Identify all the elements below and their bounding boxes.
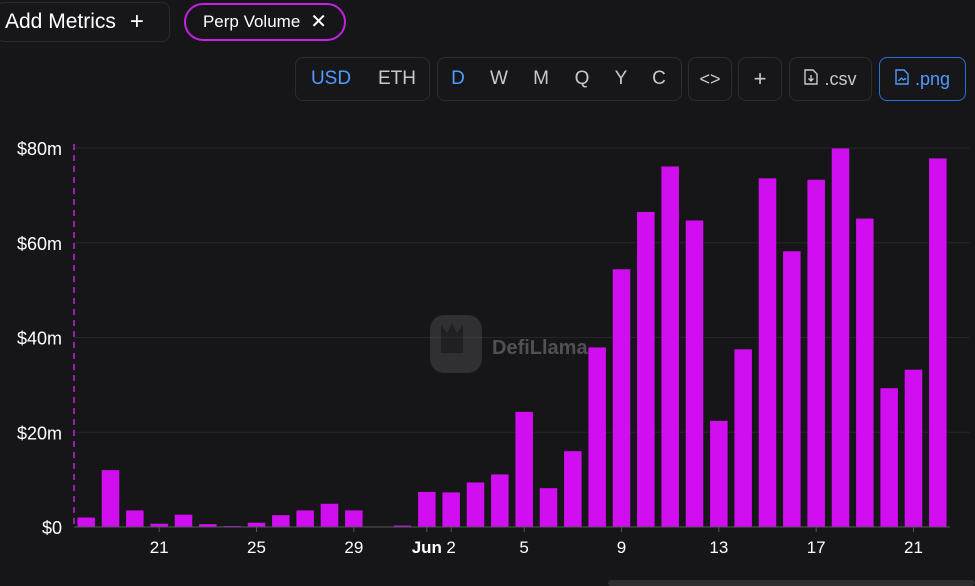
bar[interactable] (685, 220, 704, 527)
x-tick-label: 29 (344, 538, 363, 557)
currency-eth-button[interactable]: ETH (378, 68, 416, 89)
close-icon[interactable]: ✕ (310, 11, 328, 33)
embed-button[interactable]: <> (688, 57, 732, 101)
bar[interactable] (612, 269, 631, 527)
bar[interactable] (320, 503, 339, 527)
bar[interactable] (126, 510, 144, 527)
bar[interactable] (150, 523, 168, 527)
bar[interactable] (466, 482, 485, 527)
interval-daily-button[interactable]: D (451, 68, 465, 89)
x-tick-label: 13 (709, 538, 728, 557)
bar[interactable] (734, 349, 752, 527)
bar[interactable] (199, 524, 217, 527)
add-metrics-button[interactable]: Add Metrics + (0, 2, 170, 42)
interval-toggle: D W M Q Y C (437, 57, 682, 101)
x-tick-label: 21 (904, 538, 923, 557)
x-tick-label: 25 (247, 538, 266, 557)
bar[interactable] (101, 470, 120, 527)
bar[interactable] (588, 347, 606, 527)
add-metrics-label: Add Metrics (5, 10, 116, 33)
bar[interactable] (904, 369, 923, 527)
interval-monthly-button[interactable]: M (533, 68, 549, 89)
x-tick-label: Jun (412, 538, 442, 557)
bar[interactable] (418, 491, 436, 527)
y-tick-label: $20m (17, 423, 62, 443)
bar[interactable] (174, 514, 193, 527)
bar[interactable] (393, 525, 412, 527)
bar[interactable] (77, 517, 95, 527)
bar[interactable] (345, 510, 363, 527)
bar[interactable] (247, 522, 266, 527)
bar[interactable] (491, 474, 509, 527)
interval-yearly-button[interactable]: Y (614, 68, 628, 89)
y-tick-label: $80m (17, 139, 62, 159)
bar[interactable] (880, 388, 898, 527)
metric-pill-label: Perp Volume (202, 12, 301, 31)
bar[interactable] (296, 510, 314, 527)
interval-quarterly-button[interactable]: Q (574, 68, 590, 89)
bar[interactable] (929, 158, 947, 528)
currency-toggle: USD ETH (295, 57, 430, 101)
bar[interactable] (807, 179, 825, 527)
bar[interactable] (710, 420, 728, 527)
watermark-text: DefiLlama (492, 337, 588, 359)
bar[interactable] (661, 166, 679, 527)
y-tick-label: $0 (42, 518, 62, 538)
plus-icon: + (129, 8, 144, 35)
bar[interactable] (539, 488, 558, 527)
metric-pill-perp-volume[interactable]: Perp Volume ✕ (184, 3, 346, 41)
png-label: .png (914, 68, 951, 89)
bars (77, 148, 947, 528)
x-tick-label: 9 (617, 538, 626, 557)
y-tick-label: $40m (17, 329, 62, 349)
bar[interactable] (758, 178, 777, 527)
defillama-watermark: DefiLlama (430, 315, 588, 373)
file-download-icon (804, 68, 819, 90)
bar[interactable] (831, 148, 850, 527)
bar[interactable] (783, 251, 801, 527)
x-tick-label: 5 (519, 538, 528, 557)
bar[interactable] (272, 515, 290, 527)
metrics-bar: Add Metrics + Perp Volume ✕ (0, 0, 975, 48)
download-csv-button[interactable]: .csv (789, 57, 872, 101)
download-png-button[interactable]: .png (879, 57, 966, 101)
bar[interactable] (856, 218, 874, 527)
bar[interactable] (637, 211, 655, 528)
y-tick-label: $60m (17, 234, 62, 254)
x-tick-label: 21 (150, 538, 169, 557)
x-tick-label: 2 (446, 538, 455, 557)
add-chart-button[interactable]: + (738, 57, 782, 101)
interval-weekly-button[interactable]: W (490, 68, 508, 89)
bar[interactable] (515, 411, 533, 527)
csv-label: .csv (824, 68, 857, 89)
image-file-icon (895, 68, 909, 90)
chart-zoom-slider[interactable] (608, 580, 975, 586)
plus-icon: + (753, 66, 767, 91)
interval-cumulative-button[interactable]: C (652, 68, 666, 89)
x-tick-label: 17 (807, 538, 826, 557)
currency-usd-button[interactable]: USD (310, 68, 352, 89)
embed-icon: <> (699, 68, 721, 89)
bar[interactable] (442, 492, 460, 527)
bar[interactable] (564, 451, 582, 527)
